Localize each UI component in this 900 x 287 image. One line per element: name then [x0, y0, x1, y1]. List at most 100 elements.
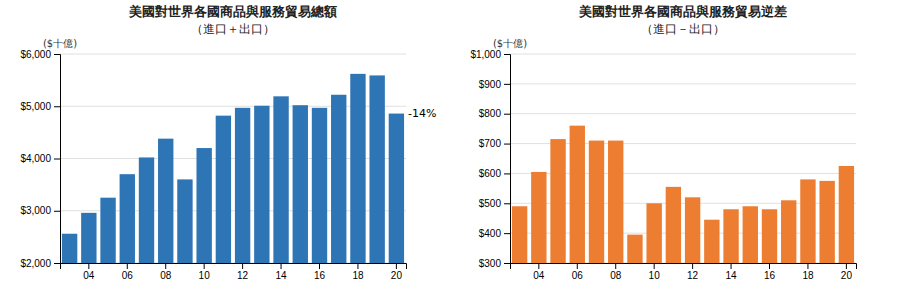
x-tick: 10	[649, 263, 661, 281]
bar	[389, 114, 404, 263]
bar	[666, 187, 681, 263]
y-tick: $3,000	[20, 205, 60, 216]
bar	[723, 209, 738, 263]
bar	[704, 220, 719, 263]
y-tick-label: $500	[479, 198, 502, 209]
y-tick-label: $6,000	[20, 49, 51, 60]
title-block: 美國對世界各國商品與服務貿易總額 （進口＋出口）	[128, 4, 337, 36]
y-axis-line	[504, 55, 511, 264]
bar	[177, 179, 192, 263]
x-tick: 14	[275, 263, 287, 281]
title-block: 美國對世界各國商品與服務貿易逆差 （進口－出口）	[578, 4, 787, 36]
subtitle: （進口－出口）	[641, 22, 725, 36]
bar	[369, 75, 384, 263]
bar	[627, 235, 642, 263]
x-axis: 040608101214161820	[61, 263, 407, 281]
x-axis: 040608101214161820	[511, 263, 857, 281]
x-tick-mark	[615, 263, 616, 269]
x-tick-label: 06	[572, 270, 584, 281]
x-tick-label: 20	[841, 270, 853, 281]
y-tick-mark	[54, 211, 60, 212]
y-tick-label: $2,000	[20, 258, 51, 269]
y-tick: $800	[479, 108, 510, 119]
y-tick: $5,000	[20, 101, 60, 112]
bars	[512, 126, 854, 263]
x-tick: 06	[122, 263, 134, 281]
y-tick: $700	[479, 138, 510, 149]
bar	[608, 141, 623, 263]
bar	[331, 95, 346, 263]
y-tick-mark	[504, 263, 510, 264]
x-tick-mark	[692, 263, 693, 269]
x-tick-mark	[654, 263, 655, 269]
y-tick-mark	[504, 84, 510, 85]
y-tick: $4,000	[20, 153, 60, 164]
y-tick-label: $5,000	[20, 101, 51, 112]
x-tick: 04	[83, 263, 95, 281]
y-tick-label: $700	[479, 138, 502, 149]
y-tick-label: $400	[479, 228, 502, 239]
y-tick-label: $900	[479, 79, 502, 90]
x-tick-mark	[731, 263, 732, 269]
bar	[158, 139, 173, 263]
grid-line	[60, 54, 406, 55]
bar	[312, 108, 327, 263]
x-tick-label: 14	[275, 270, 287, 281]
bar	[62, 234, 77, 263]
x-tick-label: 12	[237, 270, 249, 281]
x-tick-label: 12	[687, 270, 699, 281]
x-tick-mark	[577, 263, 578, 269]
y-tick-mark	[54, 159, 60, 160]
x-tick: 16	[314, 263, 326, 281]
x-tick-label: 10	[649, 270, 661, 281]
bar	[762, 209, 777, 263]
y-tick: $1,000	[470, 49, 510, 60]
bar	[254, 106, 269, 263]
x-axis-line	[61, 264, 407, 270]
y-tick-mark	[54, 54, 60, 55]
bar	[81, 213, 96, 263]
title: 美國對世界各國商品與服務貿易逆差	[578, 4, 787, 19]
plot: $2,000 $3,000 $4,000 $5,000 $6,000 04 06 08 10 12…	[20, 49, 436, 287]
x-tick: 06	[572, 263, 584, 281]
y-tick-mark	[504, 144, 510, 145]
x-tick: 14	[725, 263, 737, 281]
annotation: -14%	[408, 107, 436, 120]
y-tick-label: $600	[479, 168, 502, 179]
y-tick: $500	[479, 198, 510, 209]
x-tick: 08	[160, 263, 172, 281]
y-tick: $6,000	[20, 49, 60, 60]
y-axis-label: ($十億)	[43, 38, 77, 49]
x-tick-mark	[165, 263, 166, 269]
y-tick: $600	[479, 168, 510, 179]
x-tick-label: 16	[314, 270, 326, 281]
bar	[350, 74, 365, 263]
x-tick-mark	[281, 263, 282, 269]
x-tick-mark	[242, 263, 243, 269]
x-tick: 20	[841, 263, 853, 281]
x-tick-mark	[846, 263, 847, 269]
y-axis: $2,000 $3,000 $4,000 $5,000 $6,000	[20, 49, 60, 269]
x-tick-label: 10	[199, 270, 211, 281]
y-tick-mark	[54, 106, 60, 107]
x-tick-label: 06	[122, 270, 134, 281]
x-tick-mark	[319, 263, 320, 269]
x-tick-mark	[396, 263, 397, 269]
title: 美國對世界各國商品與服務貿易總額	[128, 4, 337, 19]
x-tick-label: 04	[83, 270, 95, 281]
panel: 美國對世界各國商品與服務貿易逆差（進口－出口）$300$400$500$600$…	[470, 4, 856, 287]
y-tick-label: $800	[479, 108, 502, 119]
subtitle: （進口＋出口）	[191, 22, 275, 36]
x-tick-label: 18	[802, 270, 814, 281]
grid-line	[510, 83, 856, 84]
x-tick-mark	[538, 263, 539, 269]
y-axis-label: ($十億)	[493, 38, 527, 49]
x-tick-mark	[807, 263, 808, 269]
bar	[743, 206, 758, 263]
x-tick: 08	[610, 263, 622, 281]
y-tick-mark	[504, 203, 510, 204]
x-tick-label: 08	[160, 270, 172, 281]
bar	[550, 139, 565, 263]
y-tick-mark	[504, 114, 510, 115]
bar	[531, 172, 546, 263]
